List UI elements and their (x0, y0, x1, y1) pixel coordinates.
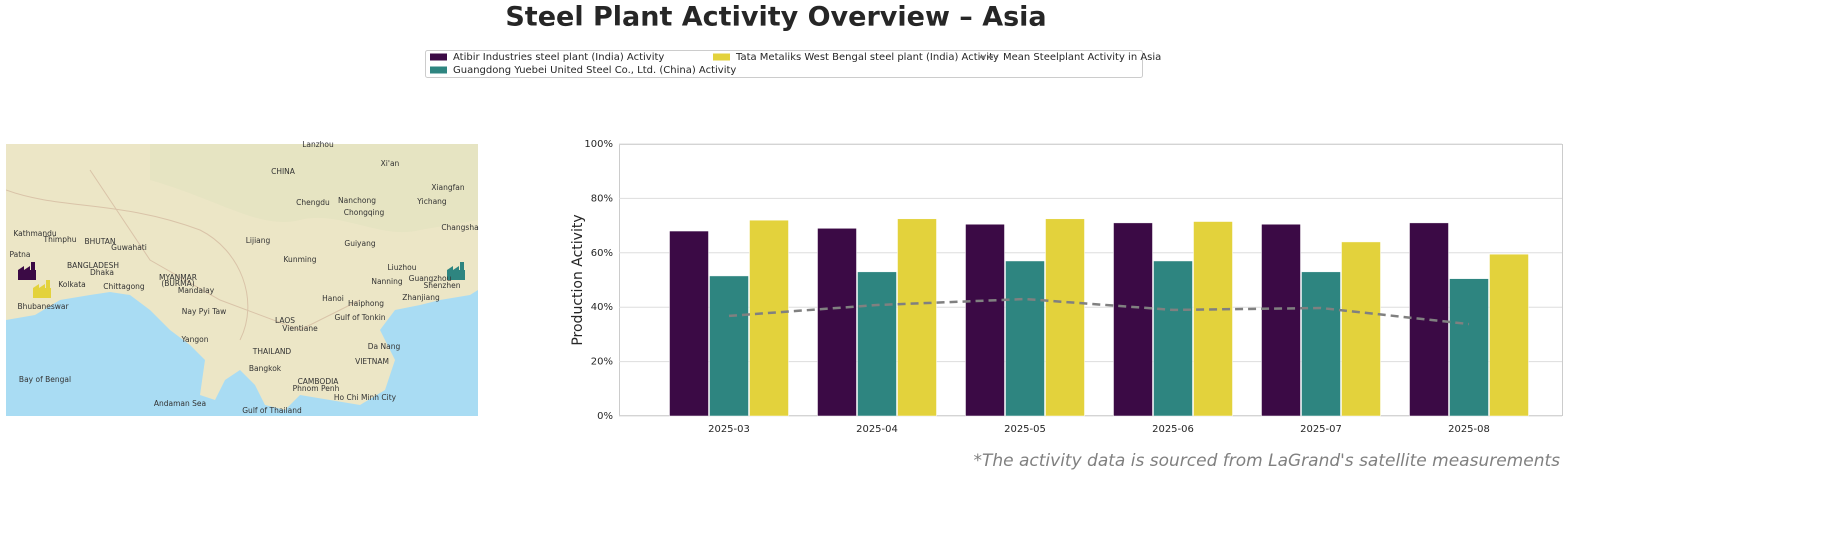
y-tick-label: 0% (597, 411, 613, 422)
bar (1409, 222, 1449, 417)
map-label: (BURMA) (161, 279, 194, 288)
legend-label: Mean Steelplant Activity in Asia (1003, 52, 1161, 63)
map-label: Bay of Bengal (19, 375, 71, 384)
map-label: CAMBODIA (298, 377, 340, 386)
map-label: Chengdu (296, 198, 330, 207)
map-label: BANGLADESH (67, 261, 119, 270)
plant-icon (18, 262, 36, 280)
map-terrain (150, 144, 478, 233)
bar (709, 275, 749, 417)
x-tick-label: 2025-08 (1448, 424, 1490, 435)
bar (897, 218, 937, 417)
map-border (6, 189, 249, 341)
map-label: Gulf of Thailand (242, 406, 302, 415)
map-label: Phnom Penh (293, 384, 340, 393)
legend-swatch (430, 53, 447, 61)
map-label: Liuzhou (387, 263, 416, 272)
map-label: Shenzhen (424, 281, 461, 290)
legend-label: Tata Metaliks West Bengal steel plant (I… (735, 52, 999, 63)
map: Lanzhou Xi'an CHINA Chengdu Nanchong Xiangfan… (6, 140, 479, 416)
bar (1005, 260, 1045, 417)
map-border (89, 169, 361, 331)
map-label: Guangzhou (409, 274, 452, 283)
map-label: Lijiang (246, 236, 271, 245)
map-label: Nanchong (338, 196, 376, 205)
map-label: LAOS (275, 316, 295, 325)
y-tick-label: 80% (591, 193, 613, 204)
map-label: Guwahati (111, 243, 147, 252)
map-label: Andaman Sea (154, 399, 206, 408)
bar (1449, 278, 1489, 417)
bar (857, 271, 897, 417)
map-label: Ho Chi Minh City (334, 393, 397, 402)
map-label: Chittagong (103, 282, 145, 291)
legend-swatch (430, 66, 447, 74)
map-label: Zhanjiang (402, 293, 440, 302)
legend-box (425, 50, 1143, 78)
map-label: Mandalay (178, 286, 215, 295)
bar (965, 223, 1005, 417)
bar (1113, 222, 1153, 417)
map-label: Kunming (284, 255, 317, 264)
bar (669, 230, 709, 417)
x-tick-label: 2025-06 (1152, 424, 1194, 435)
plant-icon (33, 280, 51, 298)
map-label: Gulf of Tonkin (334, 313, 385, 322)
map-label: Vientiane (282, 324, 318, 333)
page-title: Steel Plant Activity Overview – Asia (505, 2, 1046, 33)
x-tick-label: 2025-07 (1300, 424, 1342, 435)
map-label: BHUTAN (84, 237, 115, 246)
map-label: Bangkok (249, 364, 282, 373)
x-tick-label: 2025-03 (708, 424, 750, 435)
map-label: Kolkata (58, 280, 86, 289)
map-label: Nanning (371, 277, 403, 286)
bar (1045, 218, 1085, 417)
map-label: Yangon (180, 335, 208, 344)
footnote: *The activity data is sourced from LaGra… (973, 451, 1560, 471)
mean-line (728, 297, 1470, 326)
map-label: Changsha (441, 223, 478, 232)
map-label: THAILAND (252, 347, 292, 356)
bar (1193, 221, 1233, 417)
map-label: VIETNAM (355, 357, 389, 366)
map-label: Da Nang (368, 342, 401, 351)
bar (1489, 253, 1529, 417)
map-label: CHINA (271, 167, 296, 176)
map-label: MYANMAR (159, 273, 197, 282)
map-label: Chongqing (344, 208, 385, 217)
legend-label: Guangdong Yuebei United Steel Co., Ltd. … (453, 65, 736, 76)
map-label: Kathmandu (13, 229, 56, 238)
x-tick-label: 2025-05 (1004, 424, 1046, 435)
map-label: Nay Pyi Taw (182, 307, 227, 316)
bar (817, 228, 857, 417)
legend-swatch (713, 53, 730, 61)
bar (1301, 271, 1341, 417)
map-label: Lanzhou (302, 140, 334, 149)
y-tick-label: 60% (591, 248, 613, 259)
map-label: Xi'an (381, 159, 400, 168)
map-label: Bhubaneswar (17, 302, 69, 311)
y-axis-label: Production Activity (570, 214, 586, 345)
bar (749, 219, 789, 417)
y-tick-label: 100% (584, 139, 613, 150)
y-tick-label: 20% (591, 357, 613, 368)
map-label: Thimphu (43, 235, 77, 244)
map-label: Guiyang (344, 239, 375, 248)
plant-icon (447, 262, 465, 280)
map-label: Hanoi (322, 294, 344, 303)
legend-label: Atibir Industries steel plant (India) Ac… (453, 52, 664, 63)
map-label: Dhaka (90, 268, 114, 277)
bar (1261, 223, 1301, 417)
map-label: Xiangfan (431, 183, 465, 192)
map-label: Haiphong (348, 299, 384, 308)
y-tick-label: 40% (591, 302, 613, 313)
map-label: Yichang (416, 197, 447, 206)
map-label: Patna (9, 250, 30, 259)
bar (1341, 241, 1381, 417)
x-tick-label: 2025-04 (856, 424, 898, 435)
bar (1153, 260, 1193, 417)
